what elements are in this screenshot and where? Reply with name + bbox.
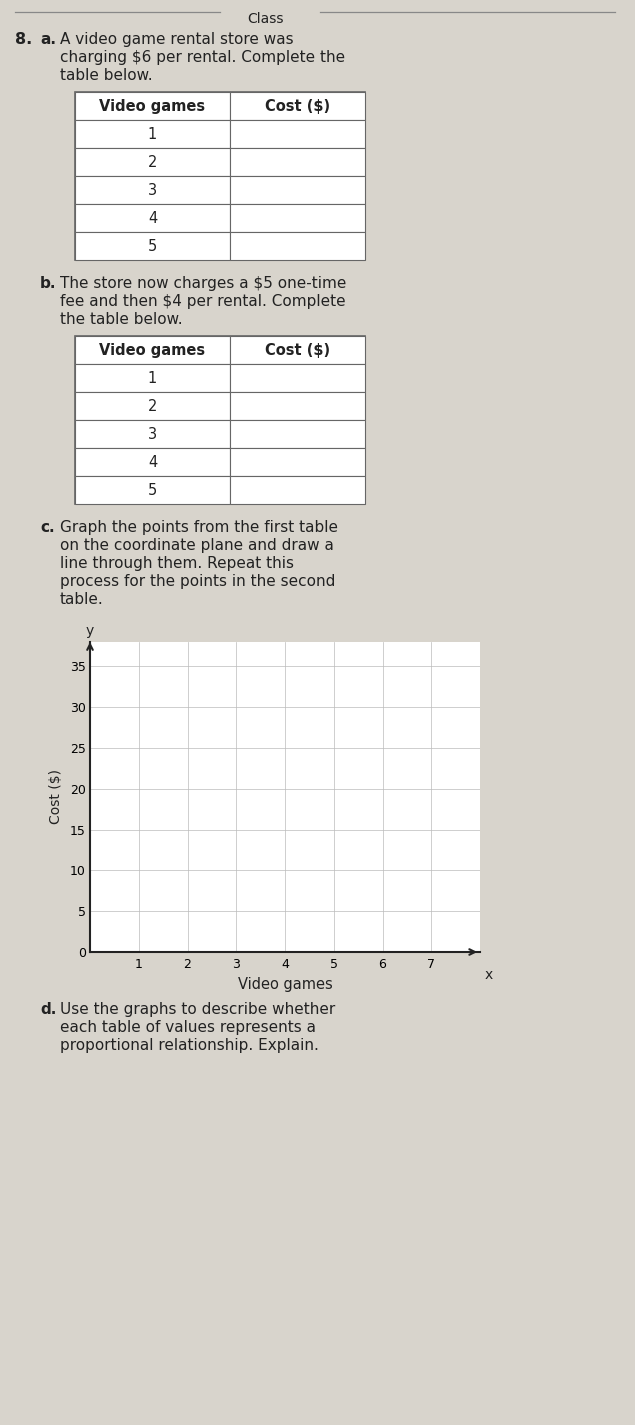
Bar — [230, 93, 365, 120]
Bar — [75, 204, 230, 232]
Text: c.: c. — [40, 520, 55, 534]
Text: Graph the points from the first table: Graph the points from the first table — [60, 520, 338, 534]
Bar — [75, 336, 230, 363]
Text: 1: 1 — [148, 370, 157, 386]
Bar — [230, 204, 365, 232]
Text: the table below.: the table below. — [60, 312, 183, 326]
Text: 8.: 8. — [15, 31, 32, 47]
Bar — [75, 93, 230, 120]
Bar — [75, 148, 230, 177]
Bar — [230, 120, 365, 148]
Text: Video games: Video games — [100, 98, 206, 114]
Bar — [75, 120, 230, 148]
Text: Video games: Video games — [100, 342, 206, 358]
Text: The store now charges a $5 one-time: The store now charges a $5 one-time — [60, 276, 346, 291]
Text: a.: a. — [40, 31, 56, 47]
Text: 4: 4 — [148, 455, 157, 469]
Text: b.: b. — [40, 276, 57, 291]
Bar — [230, 363, 365, 392]
Y-axis label: Cost ($): Cost ($) — [49, 770, 63, 825]
Text: y: y — [86, 624, 94, 638]
Text: process for the points in the second: process for the points in the second — [60, 574, 335, 589]
Text: table below.: table below. — [60, 68, 152, 83]
Text: 3: 3 — [148, 426, 157, 442]
Bar — [230, 232, 365, 259]
Text: x: x — [485, 969, 493, 982]
Text: A video game rental store was: A video game rental store was — [60, 31, 293, 47]
Text: 2: 2 — [148, 154, 157, 170]
Bar — [75, 392, 230, 420]
Bar — [75, 363, 230, 392]
Bar — [230, 177, 365, 204]
Bar — [75, 232, 230, 259]
Bar — [230, 447, 365, 476]
Text: table.: table. — [60, 591, 104, 607]
Bar — [75, 336, 365, 504]
Text: on the coordinate plane and draw a: on the coordinate plane and draw a — [60, 539, 334, 553]
Bar — [75, 447, 230, 476]
Text: Use the graphs to describe whether: Use the graphs to describe whether — [60, 1002, 335, 1017]
Text: 5: 5 — [148, 483, 157, 497]
Text: 4: 4 — [148, 211, 157, 225]
Bar — [230, 392, 365, 420]
Bar — [75, 93, 365, 259]
Bar — [230, 336, 365, 363]
Bar — [230, 148, 365, 177]
Bar — [75, 177, 230, 204]
Text: 3: 3 — [148, 182, 157, 198]
Text: 2: 2 — [148, 399, 157, 413]
Bar — [75, 420, 230, 447]
Text: charging $6 per rental. Complete the: charging $6 per rental. Complete the — [60, 50, 345, 66]
Bar — [230, 476, 365, 504]
Text: d.: d. — [40, 1002, 57, 1017]
Text: 1: 1 — [148, 127, 157, 141]
Bar — [75, 476, 230, 504]
Text: Class: Class — [247, 11, 283, 26]
Text: proportional relationship. Explain.: proportional relationship. Explain. — [60, 1037, 319, 1053]
Text: 5: 5 — [148, 238, 157, 254]
Text: each table of values represents a: each table of values represents a — [60, 1020, 316, 1035]
Bar — [230, 420, 365, 447]
Text: Cost ($): Cost ($) — [265, 342, 330, 358]
Text: line through them. Repeat this: line through them. Repeat this — [60, 556, 294, 571]
Text: fee and then $4 per rental. Complete: fee and then $4 per rental. Complete — [60, 294, 345, 309]
X-axis label: Video games: Video games — [237, 978, 332, 992]
Text: Cost ($): Cost ($) — [265, 98, 330, 114]
